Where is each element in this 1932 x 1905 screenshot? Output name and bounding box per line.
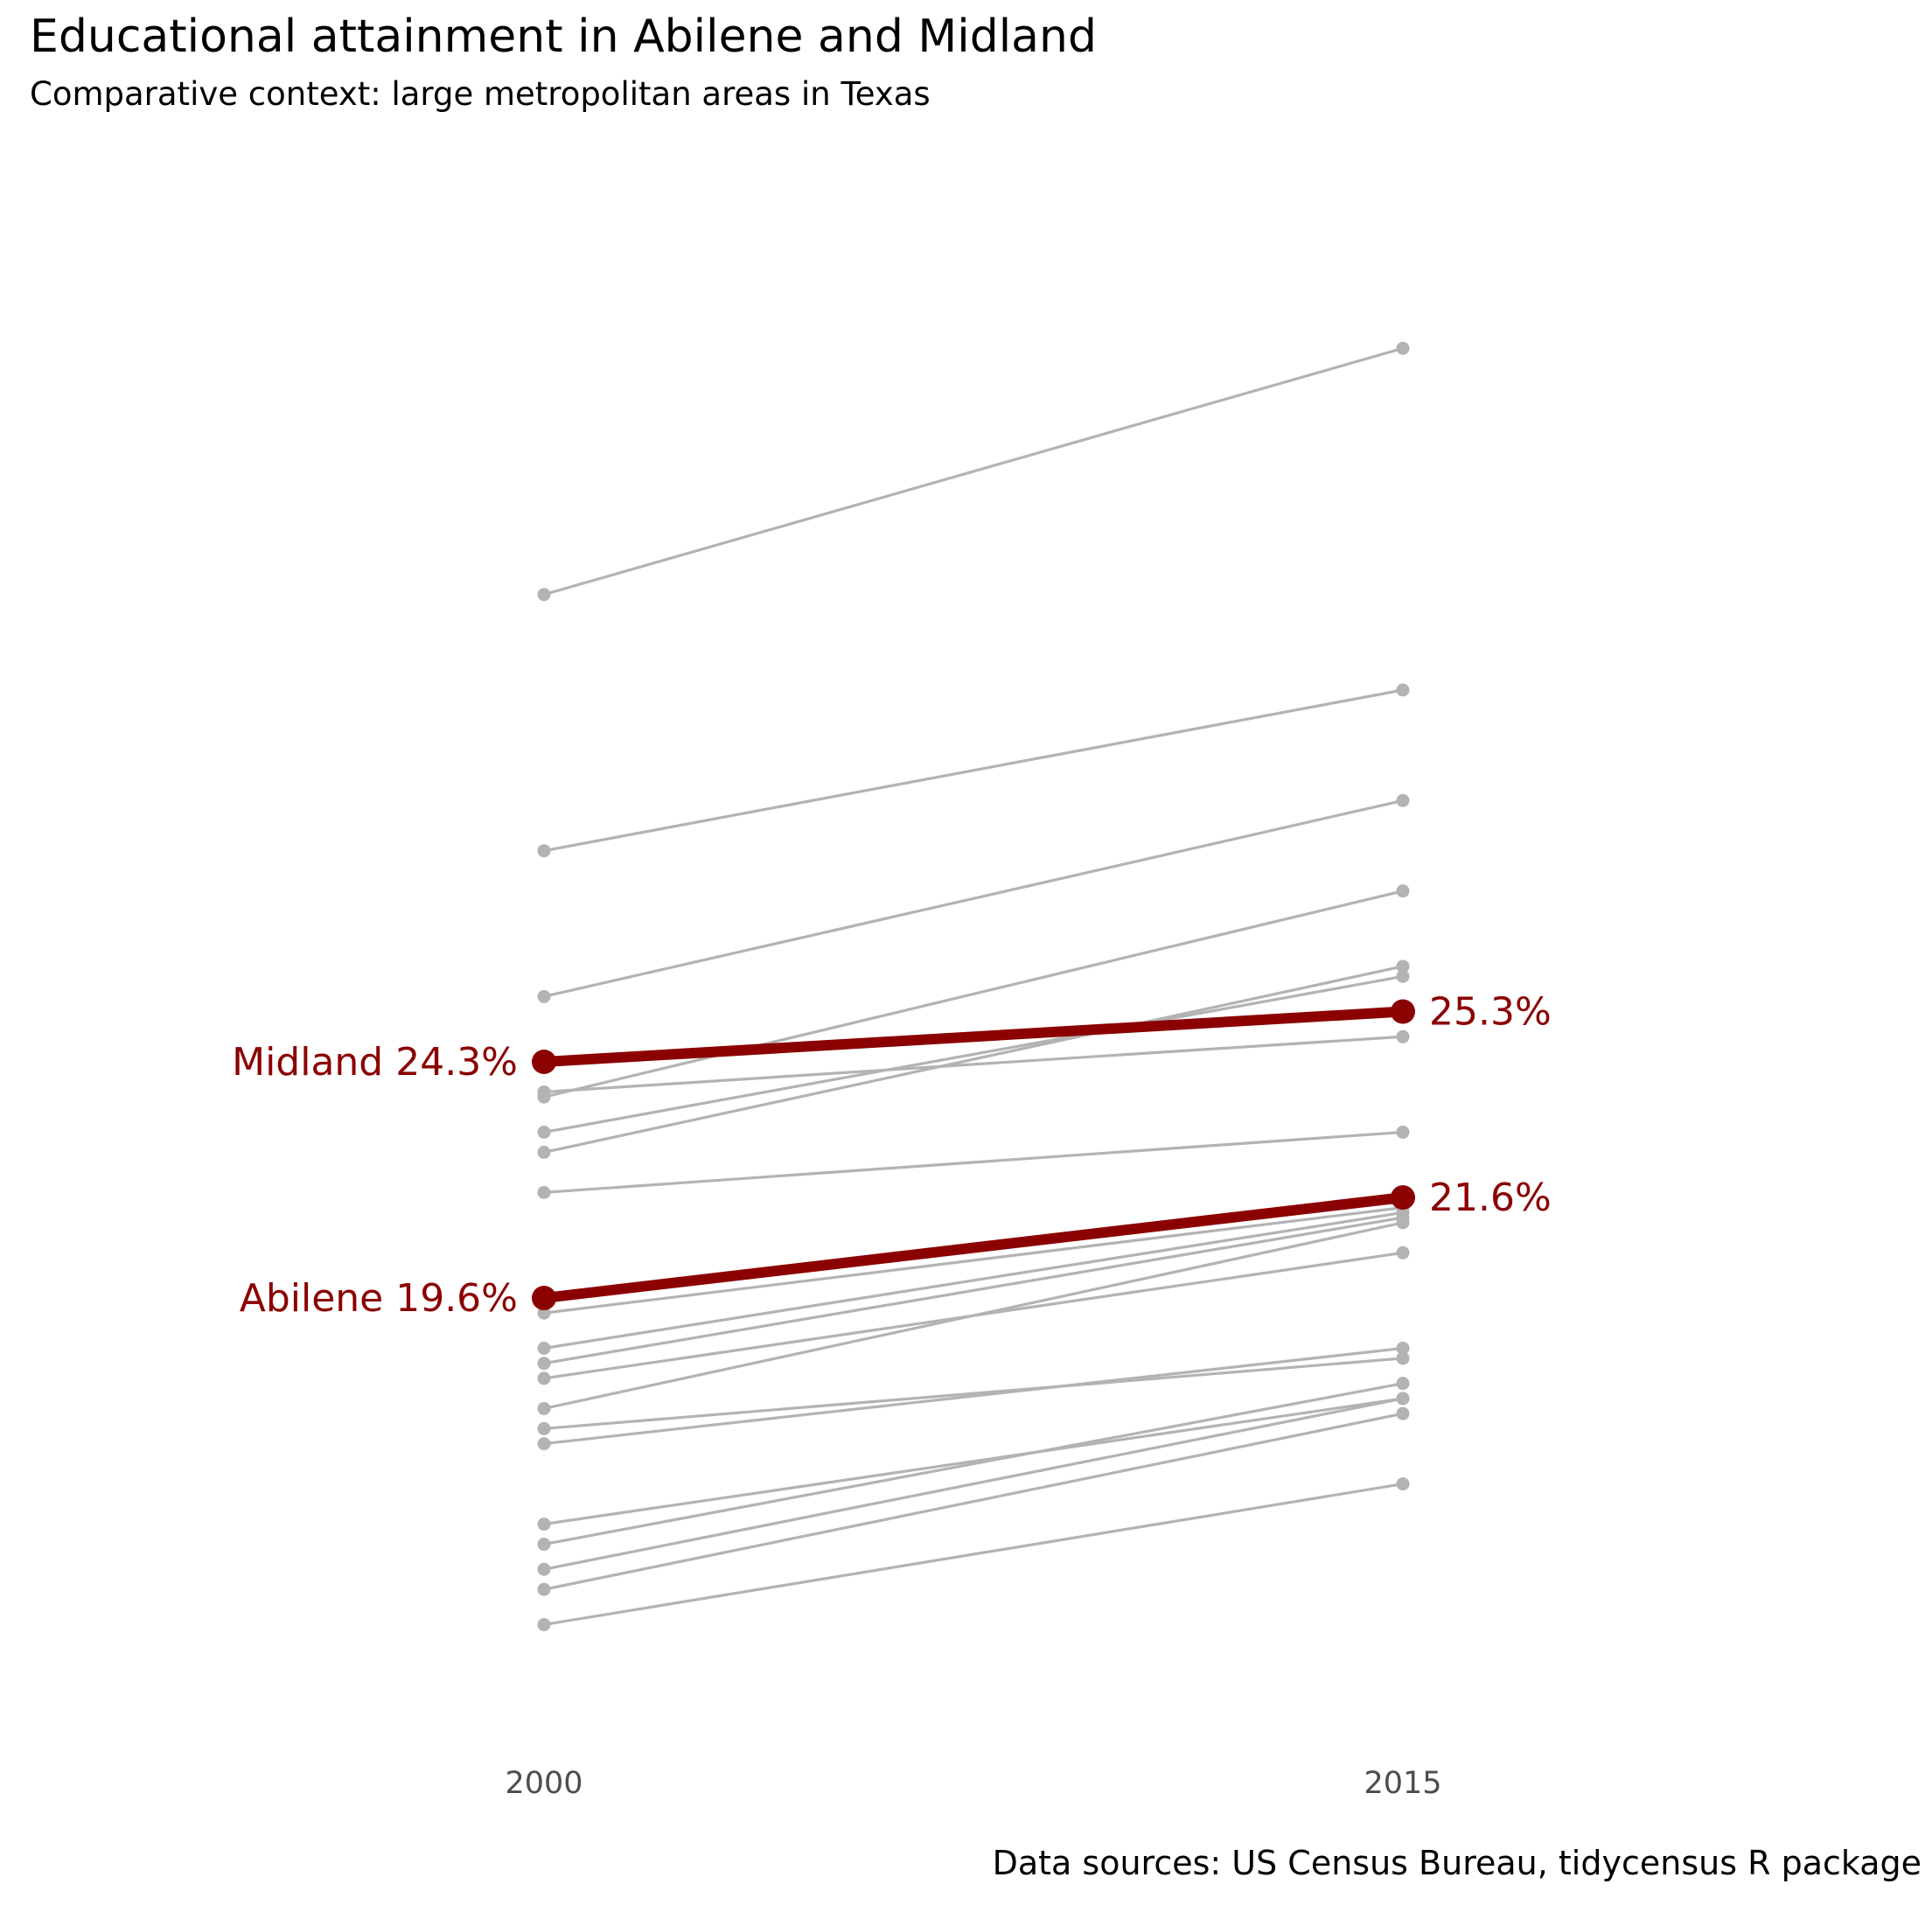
- abilene-point-2000: [532, 1286, 556, 1311]
- context-point-15-2000: [537, 1518, 551, 1532]
- context-point-16-2015: [1396, 1377, 1410, 1391]
- context-point-12-2000: [537, 1401, 551, 1415]
- chart-caption: Data sources: US Census Bureau, tidycens…: [992, 1844, 1922, 1882]
- context-point-5-2000: [537, 1145, 551, 1159]
- context-line-12: [543, 1221, 1404, 1410]
- context-line-9: [543, 1211, 1404, 1350]
- midland-label-2000: Midland 24.3%: [232, 1040, 518, 1085]
- highlight-series-layer: [532, 999, 1415, 1311]
- context-line-8: [543, 1206, 1404, 1315]
- context-point-16-2000: [537, 1538, 551, 1552]
- context-point-2-2015: [1396, 683, 1410, 697]
- context-line-7: [543, 1130, 1404, 1194]
- context-point-20-2015: [1396, 969, 1410, 983]
- context-point-18-2015: [1396, 1406, 1410, 1420]
- context-point-20-2000: [537, 1125, 551, 1139]
- context-line-6: [543, 1035, 1404, 1094]
- context-point-6-2000: [537, 1085, 551, 1099]
- midland-label-2015: 25.3%: [1429, 990, 1552, 1035]
- context-line-17: [543, 1397, 1404, 1571]
- context-line-10: [543, 1216, 1404, 1365]
- abilene-label-2000: Abilene 19.6%: [240, 1276, 518, 1321]
- context-point-7-2000: [537, 1185, 551, 1199]
- context-line-3: [543, 799, 1404, 998]
- context-point-2-2000: [537, 844, 551, 858]
- context-point-9-2000: [537, 1341, 551, 1355]
- context-line-20: [543, 974, 1404, 1134]
- context-point-5-2015: [1396, 959, 1410, 973]
- context-point-10-2000: [537, 1357, 551, 1371]
- context-point-1-2015: [1396, 341, 1410, 355]
- abilene-label-2015: 21.6%: [1429, 1176, 1552, 1220]
- context-point-19-2015: [1396, 1477, 1410, 1491]
- context-line-14: [543, 1346, 1404, 1446]
- context-point-13-2015: [1396, 1351, 1410, 1365]
- label-layer: Midland 24.3% 25.3% Abilene 19.6% 21.6%: [232, 990, 1552, 1321]
- chart-title: Educational attainment in Abilene and Mi…: [30, 10, 1097, 63]
- context-line-19: [543, 1483, 1404, 1627]
- context-point-6-2015: [1396, 1029, 1410, 1043]
- context-point-4-2015: [1396, 884, 1410, 898]
- context-line-5: [543, 965, 1404, 1154]
- context-point-3-2000: [537, 989, 551, 1003]
- context-point-19-2000: [537, 1617, 551, 1631]
- midland-point-2015: [1391, 999, 1415, 1024]
- context-line-15: [543, 1397, 1404, 1526]
- context-point-13-2000: [537, 1421, 551, 1435]
- context-point-17-2000: [537, 1562, 551, 1576]
- x-tick-label-2015: 2015: [1364, 1766, 1441, 1801]
- context-line-13: [543, 1357, 1404, 1430]
- chart-subtitle: Comparative context: large metropolitan …: [30, 75, 931, 113]
- x-tick-label-2000: 2000: [505, 1766, 582, 1801]
- context-series-layer: [537, 341, 1410, 1631]
- abilene-point-2015: [1391, 1185, 1415, 1211]
- context-line-1: [543, 346, 1404, 597]
- context-line-18: [543, 1412, 1404, 1591]
- midland-line: [539, 1006, 1408, 1067]
- context-point-14-2000: [537, 1437, 551, 1451]
- context-point-7-2015: [1396, 1125, 1410, 1139]
- context-point-3-2015: [1396, 793, 1410, 807]
- abilene-line: [539, 1192, 1408, 1304]
- context-line-4: [543, 890, 1404, 1099]
- x-axis: 2000 2015: [505, 1766, 1441, 1801]
- context-point-11-2015: [1396, 1246, 1410, 1260]
- context-point-17-2015: [1396, 1392, 1410, 1406]
- context-point-18-2000: [537, 1582, 551, 1596]
- context-line-16: [543, 1382, 1404, 1546]
- midland-point-2000: [532, 1050, 556, 1074]
- context-point-1-2000: [537, 588, 551, 602]
- context-point-11-2000: [537, 1371, 551, 1385]
- context-point-14-2015: [1396, 1341, 1410, 1355]
- context-line-2: [543, 688, 1404, 853]
- context-point-12-2015: [1396, 1216, 1410, 1230]
